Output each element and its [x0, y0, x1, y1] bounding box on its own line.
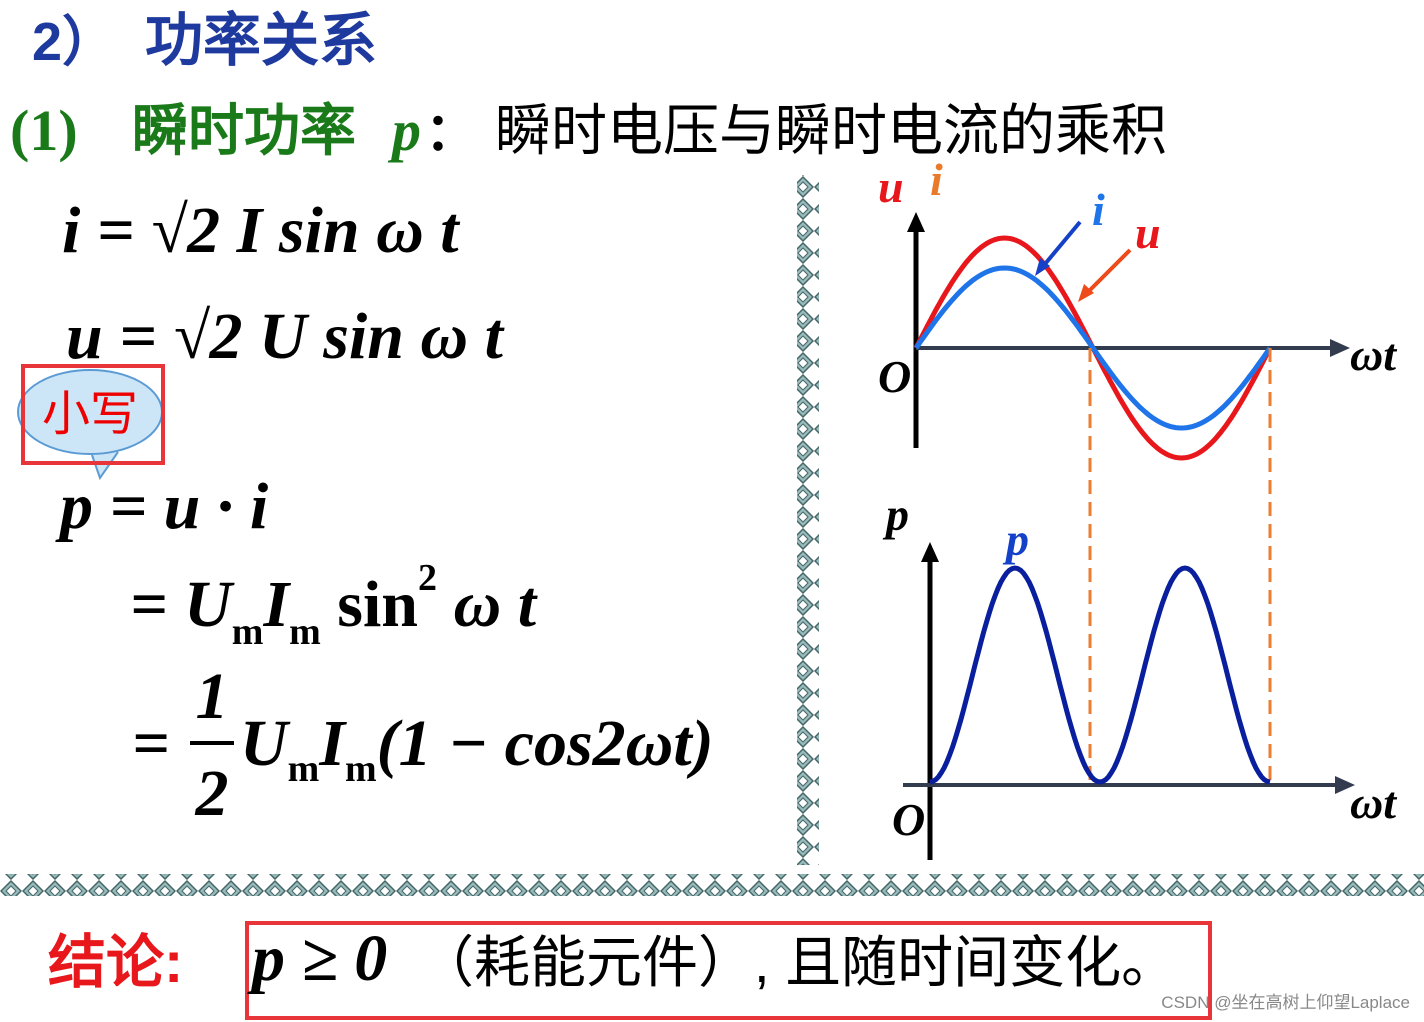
- x-label: ωt: [1350, 777, 1397, 828]
- conclusion-text: （耗能元件）, 且随时间变化。: [418, 931, 1177, 994]
- formula-power: p = u · i: [55, 470, 269, 543]
- numerator: 1: [196, 660, 229, 733]
- heading-number: 2）: [32, 12, 116, 72]
- def-text: 瞬时电压与瞬时电流的乘积: [495, 99, 1167, 162]
- arrow: [1078, 284, 1094, 302]
- divider-vertical: [797, 175, 819, 865]
- curve-label-u: u: [1135, 207, 1161, 258]
- sub: m: [289, 611, 321, 653]
- formula-identity: = 1 2 UmIm(1 − cos2ωt): [132, 660, 714, 830]
- part: sin: [321, 568, 418, 641]
- x-label: ωt: [1350, 329, 1397, 380]
- part: I: [318, 707, 347, 780]
- arrow: [1335, 776, 1355, 794]
- callout-text: 小写: [42, 388, 138, 441]
- heading-title: 功率关系: [145, 8, 377, 73]
- divider-horizontal: [0, 874, 1424, 896]
- label-i: i: [930, 154, 943, 205]
- part: I: [262, 568, 291, 641]
- conclusion-expression: p ≥ 0: [247, 922, 387, 995]
- pointer: [1083, 248, 1132, 297]
- arrow: [1330, 339, 1350, 357]
- part: U: [240, 707, 291, 780]
- part: UmIm(1 − cos2ωt): [240, 707, 714, 790]
- callout: 小写: [17, 364, 165, 481]
- def-symbol: p: [387, 98, 421, 163]
- arrow: [907, 212, 925, 232]
- curve-i: [913, 265, 1273, 431]
- def-term: 瞬时功率: [132, 99, 356, 162]
- arrow: [921, 542, 939, 562]
- part: ω t: [437, 568, 538, 641]
- def-colon: ：: [425, 104, 477, 162]
- label-u: u: [878, 161, 904, 212]
- watermark: CSDN @坐在高树上仰望Laplace: [1161, 993, 1410, 1012]
- part: (1 − cos2ωt): [377, 707, 714, 780]
- highlight-box: [245, 921, 1212, 1020]
- curve-label-i: i: [1092, 184, 1105, 235]
- sub: m: [232, 611, 264, 653]
- origin: O: [892, 794, 925, 845]
- part: =: [132, 707, 170, 780]
- formula-expansion: = UmIm sin2 ω t: [130, 557, 538, 653]
- conclusion-label: 结论:: [48, 930, 183, 995]
- arrow: [1035, 258, 1050, 276]
- denominator: 2: [195, 757, 229, 830]
- sub: m: [288, 748, 320, 790]
- y-label: p: [882, 489, 909, 540]
- formula-current: i = √2 I sin ω t: [62, 194, 460, 267]
- part: = U: [130, 568, 235, 641]
- sup: 2: [418, 557, 437, 599]
- sub: m: [345, 748, 377, 790]
- pointer: [1038, 220, 1082, 272]
- curve-label-p: p: [1002, 514, 1029, 565]
- formula-voltage: u = √2 U sin ω t: [66, 300, 505, 373]
- top-graph: u i i u ωt O: [878, 154, 1397, 461]
- bottom-graph: p p ωt O: [882, 489, 1397, 860]
- curve-p: [929, 565, 1271, 785]
- origin: O: [878, 351, 911, 402]
- def-number: (1): [10, 98, 78, 163]
